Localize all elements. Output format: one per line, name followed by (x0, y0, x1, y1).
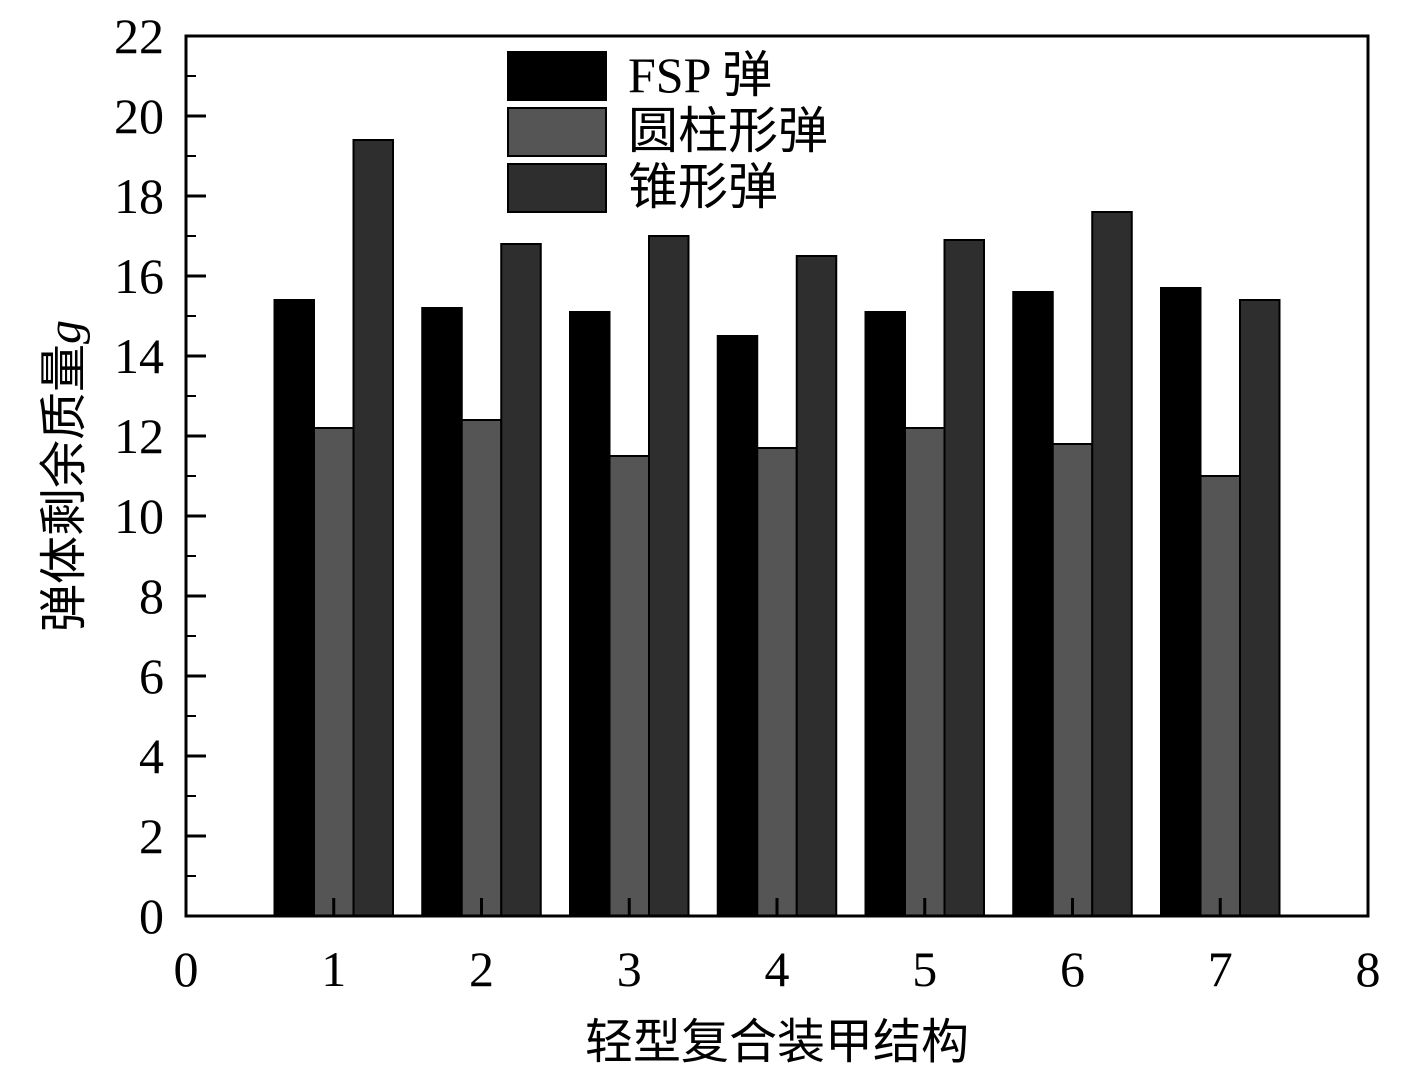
bar-s1-c1 (273, 299, 315, 917)
legend-swatch-3 (507, 163, 607, 213)
x-axis-title: 轻型复合装甲结构 (585, 1014, 969, 1070)
bar-s1-c2 (421, 307, 463, 917)
legend-swatch-1 (507, 51, 607, 101)
y-axis-title: 弹体剩余质量g (36, 320, 92, 632)
y-tick-label-12: 12 (114, 408, 164, 464)
bars-layer (273, 139, 1281, 917)
bar-s3-c7 (1239, 299, 1281, 917)
bar-s2-c1 (313, 427, 355, 917)
x-tick-label-8: 8 (1356, 941, 1381, 997)
bar-s3-c2 (500, 243, 542, 917)
y-tick-label-16: 16 (114, 248, 164, 304)
bar-s2-c5 (904, 427, 946, 917)
y-tick-label-6: 6 (139, 648, 164, 704)
bar-s3-c6 (1091, 211, 1133, 917)
y-tick-label-14: 14 (114, 328, 164, 384)
bar-s1-c6 (1012, 291, 1054, 917)
bar-s3-c5 (943, 239, 985, 917)
y-tick-label-20: 20 (114, 88, 164, 144)
y-tick-label-0: 0 (139, 888, 164, 944)
legend-swatch-2 (507, 107, 607, 157)
bar-s3-c4 (795, 255, 838, 917)
bar-s1-c5 (864, 311, 906, 917)
bar-s2-c3 (608, 455, 650, 917)
y-axis-title-text: 弹体剩余质量 (36, 344, 92, 632)
legend-label-2: 圆柱形弹 (628, 103, 828, 159)
bar-s1-c7 (1160, 287, 1202, 917)
x-tick-label-0: 0 (174, 941, 199, 997)
y-tick-label-10: 10 (114, 488, 164, 544)
x-tick-label-6: 6 (1060, 941, 1085, 997)
bar-s2-c7 (1199, 475, 1241, 917)
legend-label-1: FSP 弹 (628, 47, 772, 103)
bar-s1-c3 (569, 311, 611, 917)
x-tick-label-2: 2 (469, 941, 494, 997)
x-tick-label-5: 5 (912, 941, 937, 997)
bar-s2-c2 (460, 419, 503, 917)
x-tick-label-7: 7 (1208, 941, 1233, 997)
y-tick-label-8: 8 (139, 568, 164, 624)
y-tick-label-2: 2 (139, 808, 164, 864)
bar-s3-c1 (352, 139, 394, 917)
legend-label-3: 锥形弹 (628, 159, 778, 215)
y-tick-label-4: 4 (139, 728, 164, 784)
ticks-layer (184, 34, 1370, 918)
x-tick-label-1: 1 (321, 941, 346, 997)
bar-s3-c3 (648, 235, 690, 917)
x-tick-label-4: 4 (765, 941, 790, 997)
bar-s2-c4 (756, 447, 798, 917)
x-tick-label-3: 3 (617, 941, 642, 997)
y-axis-title-unit: g (38, 320, 91, 344)
y-tick-label-22: 22 (114, 8, 164, 64)
bar-s2-c6 (1051, 443, 1094, 917)
y-tick-label-18: 18 (114, 168, 164, 224)
bar-s1-c4 (716, 335, 759, 917)
